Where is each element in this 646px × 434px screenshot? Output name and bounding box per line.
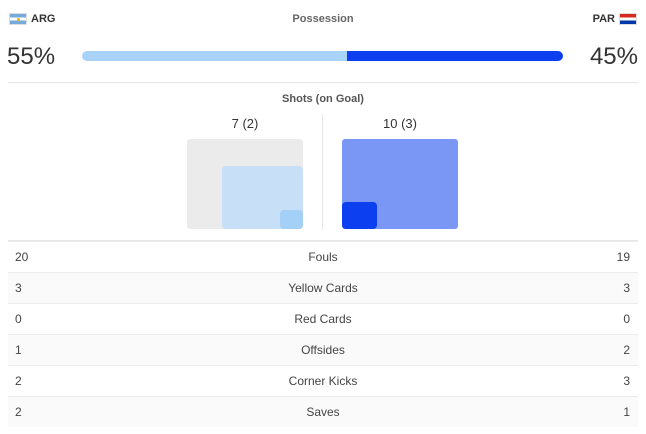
possession-title: Possession bbox=[292, 13, 354, 25]
home-value: 20 bbox=[15, 250, 29, 264]
home-value: 2 bbox=[15, 374, 22, 388]
possession-bar bbox=[82, 51, 563, 61]
away-shots-graphic bbox=[342, 139, 458, 229]
stat-row-saves: 2 Saves 1 bbox=[8, 396, 638, 427]
stat-label: Yellow Cards bbox=[288, 281, 358, 295]
away-value: 3 bbox=[623, 281, 630, 295]
possession-bar-away bbox=[346, 51, 563, 61]
stat-label: Saves bbox=[306, 405, 340, 419]
away-value: 1 bbox=[623, 405, 630, 419]
away-value: 0 bbox=[623, 312, 630, 326]
home-value: 1 bbox=[15, 343, 22, 357]
stat-label: Offsides bbox=[301, 343, 345, 357]
away-team[interactable]: PAR bbox=[593, 13, 637, 25]
stat-row-yellow-cards: 3 Yellow Cards 3 bbox=[8, 272, 638, 303]
away-value: 3 bbox=[623, 374, 630, 388]
home-value: 0 bbox=[15, 312, 22, 326]
home-possession: 55% bbox=[7, 43, 56, 70]
argentina-flag-icon bbox=[9, 13, 27, 25]
stat-label: Red Cards bbox=[294, 312, 352, 326]
home-team-code: ARG bbox=[31, 13, 56, 25]
stat-row-red-cards: 0 Red Cards 0 bbox=[8, 303, 638, 334]
home-goals bbox=[280, 210, 303, 229]
away-possession: 45% bbox=[589, 43, 638, 70]
possession-bar-home bbox=[82, 51, 347, 61]
home-value: 3 bbox=[15, 281, 22, 295]
away-value: 19 bbox=[616, 250, 630, 264]
away-goals bbox=[342, 202, 377, 229]
stat-label: Corner Kicks bbox=[288, 374, 358, 388]
away-value: 2 bbox=[623, 343, 630, 357]
paraguay-flag-icon bbox=[619, 13, 637, 25]
divider bbox=[8, 240, 638, 241]
away-team-code: PAR bbox=[592, 13, 615, 25]
home-team[interactable]: ARG bbox=[9, 13, 55, 25]
stat-row-corner-kicks: 2 Corner Kicks 3 bbox=[8, 365, 638, 396]
home-shots-on-goal bbox=[222, 166, 303, 229]
stat-row-fouls: 20 Fouls 19 bbox=[8, 241, 638, 272]
shots-separator bbox=[322, 114, 323, 230]
home-value: 2 bbox=[15, 405, 22, 419]
stat-row-offsides: 1 Offsides 2 bbox=[8, 334, 638, 365]
stats-table: 20 Fouls 19 3 Yellow Cards 3 0 Red Cards… bbox=[8, 241, 638, 427]
stat-label: Fouls bbox=[308, 250, 338, 264]
shots-title: Shots (on Goal) bbox=[282, 93, 364, 105]
home-shots-graphic bbox=[187, 139, 303, 229]
divider bbox=[8, 82, 638, 83]
home-shots: 7 (2) bbox=[231, 116, 259, 131]
away-shots: 10 (3) bbox=[383, 116, 417, 131]
